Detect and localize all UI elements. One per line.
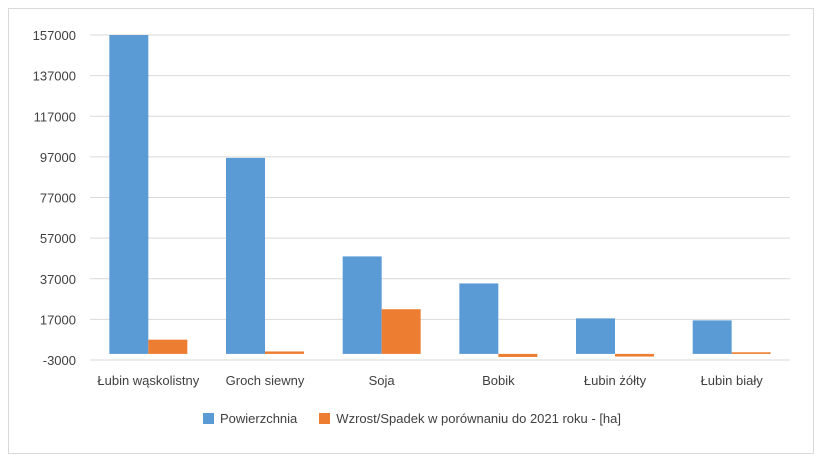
y-tick-label: 137000 — [33, 69, 76, 84]
x-tick-label: Soja — [369, 373, 396, 388]
legend-item-series-1: Powierzchnia — [202, 411, 298, 426]
y-axis-ticks: -3000 17000 37000 57000 77000 97000 117000 1370… — [33, 28, 76, 368]
legend-label-series-1: Powierzchnia — [219, 411, 298, 426]
bar-series-1 — [226, 157, 265, 354]
y-tick-label: 97000 — [40, 150, 76, 165]
x-tick-label: Groch siewny — [226, 373, 305, 388]
y-tick-label: 37000 — [40, 272, 76, 287]
bar-series-2 — [381, 309, 421, 354]
gridlines — [90, 34, 790, 361]
legend: Powierzchnia Wzrost/Spadek w porównaniu … — [0, 411, 824, 426]
y-tick-label: 157000 — [33, 28, 76, 43]
x-tick-label: Łubin biały — [701, 373, 764, 388]
bar-series-2 — [615, 353, 654, 357]
bar-series-1 — [109, 35, 149, 354]
bar-series-2 — [148, 339, 188, 354]
bar-series-2 — [731, 352, 771, 354]
y-tick-label: 117000 — [34, 109, 76, 124]
x-tick-label: Łubin żółty — [584, 373, 647, 388]
y-tick-label: 77000 — [40, 191, 76, 206]
bar-series-2 — [265, 351, 304, 354]
legend-item-series-2: Wzrost/Spadek w porównaniu do 2021 roku … — [319, 411, 621, 426]
bar-series-1 — [576, 318, 615, 354]
y-tick-label: 57000 — [40, 231, 76, 246]
x-axis-ticks: Łubin wąskolistny Groch siewny Soja Bobik Łu… — [97, 373, 763, 388]
y-tick-label: -3000 — [43, 353, 76, 368]
bar-series-1 — [342, 256, 382, 354]
legend-swatch-series-1 — [202, 413, 214, 424]
bars — [109, 35, 771, 357]
x-tick-label: Bobik — [482, 373, 515, 388]
bar-series-1 — [692, 320, 732, 354]
x-tick-label: Łubin wąskolistny — [97, 373, 199, 388]
y-tick-label: 17000 — [40, 312, 76, 327]
legend-swatch-series-2 — [319, 413, 331, 424]
legend-label-series-2: Wzrost/Spadek w porównaniu do 2021 roku … — [336, 411, 622, 426]
bar-series-1 — [459, 283, 499, 354]
bar-series-2 — [498, 353, 538, 357]
